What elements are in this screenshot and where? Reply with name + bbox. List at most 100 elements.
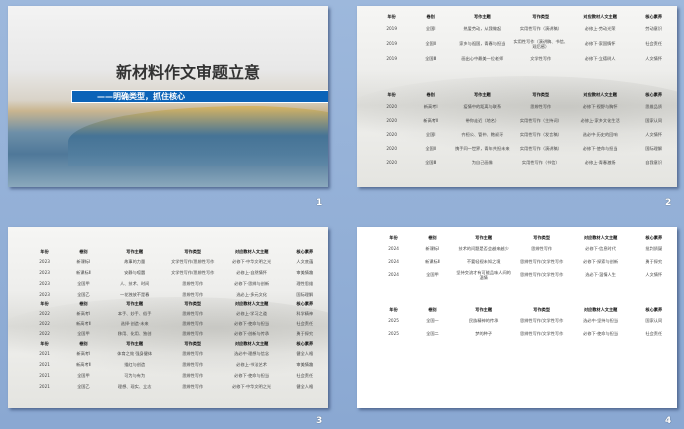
table-cell: 国际理解 [645,145,663,151]
table-header: 写作类型 [533,307,551,312]
table-cell: 2024 [388,246,399,251]
table-cell: 理想、现实、立志 [117,384,152,389]
table-cell: 2024 [388,272,399,277]
table-header: 对应教材人文主题 [583,235,618,240]
table-cell: 必修下·创新与传承 [234,330,270,336]
table-cell: 健全人格 [296,351,314,356]
table-cell: 新课标Ⅱ [76,270,91,275]
slide-table: 年份 卷别 写作主题 写作类型 对应教材人文主题 核心素养 2021 新高考Ⅰ 体育之效 强身健… [28,339,328,392]
table-header: 卷别 [426,14,435,19]
table-cell: 移用、化用、独创 [117,330,152,336]
table-header: 核心素养 [296,301,314,306]
table-cell: 必修上·自然情怀 [236,270,267,275]
table-row: 2020 全国Ⅱ 携手同一世界，青年共担未来 实用性写作（演讲稿） 必修下·使命与担当 国… [375,141,677,155]
table-header: 写作类型 [533,235,551,240]
slide-thumbnail-3[interactable]: 年份 卷别 写作主题 写作类型 对应教材人文主题 核心素养 2023 新课标Ⅰ 故事的力量 文学性… [8,227,328,408]
table-cell: 思辨性写作 [182,310,204,316]
table-cell: 科学精神 [296,310,314,316]
table-cell: 热爱劳动，从我做起 [463,26,502,31]
table-cell: 必修上·劳动光荣 [584,26,616,31]
table-row: 2022 新高考Ⅰ 本手、妙手、俗手 思辨性写作 必修上·学习之道 科学精神 [28,308,328,318]
table-header: 对应教材人文主题 [583,92,617,97]
table-cell: 携手同一世界，青年共担未来 [455,145,510,151]
table-cell: 新高考Ⅰ [76,351,91,356]
table-header: 卷别 [426,92,435,97]
table-header: 写作类型 [532,92,550,97]
table-cell: 健全人格 [296,384,314,389]
table-row: 2024 全国甲 坚持交流才有可能品味人间的温情 思辨性写作/文学性写作 选必下·温情人… [377,268,677,281]
slide-thumbnail-1[interactable]: 新材料作文审题立意 ——明确类型，抓住核心 [8,6,328,187]
table-cell: 思辨性写作 [530,103,552,109]
table-cell: 人文情怀 [645,56,663,61]
table-cell: 实用性写作（发言稿） [519,131,562,137]
slide-number-1: 1 [316,198,323,208]
table-cell: 2022 [39,310,50,316]
table-cell: 2021 [39,362,50,367]
table-cell: 必修下·使命与担当 [583,331,619,336]
table-cell: 必修下·中华文明之光 [232,384,272,389]
table-cell: 审美情趣 [296,362,314,367]
table-cell: 人文情怀 [645,131,663,137]
table-header: 写作类型 [184,341,202,346]
table-row: 2021 全国甲 可为与有为 思辨性写作 必修下·使命与担当 社会责任 [28,370,328,381]
table-cell: 2022 [39,320,50,326]
table-cell: 社会责任 [645,41,663,46]
slide-thumbnail-2[interactable]: 年份 卷别 写作主题 写作类型 对应教材人文主题 核心素养 2019 全国Ⅰ 热爱劳动，从我做起… [357,6,677,187]
table-cell: 实用性写作（书信） [521,159,560,165]
table-cell: 2020 [386,103,397,109]
table-header: 核心素养 [645,92,663,97]
table-cell: 实用性写作（主持词） [519,117,562,123]
table-cell: 带你走近（地名） [465,117,500,123]
table-cell: 全国乙 [77,384,90,389]
table-cell: 2019 [386,41,397,46]
table-header: 年份 [387,14,396,19]
table-cell: 选择·创造·未来 [120,320,149,326]
table-cell: 2021 [39,384,50,389]
slide-thumbnail-4[interactable]: 年份 卷别 写作主题 写作类型 对应教材人文主题 核心素养 2024 新课标Ⅰ 技术的问题是否会… [357,227,677,408]
table-cell: 全国Ⅱ [425,41,436,46]
table-header: 卷别 [79,249,88,254]
table-cell: 技术的问题是否会越来越少 [458,246,509,251]
table-cell: 新高考Ⅱ [76,320,91,326]
table-header: 核心素养 [645,14,663,19]
table-cell: 选必中·历史的回响 [582,131,618,137]
table-cell: 本手、妙手、俗手 [117,310,152,316]
table-cell: 新高考Ⅰ [76,310,91,316]
table-header: 写作主题 [473,92,491,97]
table-cell: 必修下·使命与担当 [234,373,270,378]
table-cell: 勇于探究 [296,330,314,336]
table-cell: 一花独放不是春 [120,292,150,297]
slide-title: 新材料作文审题立意 [115,63,260,82]
table-cell: 思辨性写作 [182,373,204,378]
table-cell: 2023 [39,270,50,275]
table-cell: 全国乙 [77,292,90,297]
table-header: 对应教材人文主题 [583,307,618,312]
table-row: 2022 新高考Ⅱ 选择·创造·未来 思辨性写作 必修下·使命与担当 社会责任 [28,318,328,328]
table-cell: 2024 [388,259,399,264]
table-cell: 必修下·视野与胸怀 [582,103,618,109]
table-cell: 2023 [39,292,50,297]
table-cell: 全国一 [426,318,439,323]
table-cell: 安静与喧嚣 [124,270,146,275]
table-cell: 必修上·学习之道 [236,310,267,316]
table-row: 2023 新课标Ⅱ 安静与喧嚣 文学性写作/思辨性写作 必修上·自然情怀 审美情趣 [28,267,328,278]
table-cell: 必修下·中华文明之光 [232,259,272,264]
table-header: 写作主题 [126,301,144,306]
table-cell: 实用性写作（演讲稿） [519,145,562,151]
table-cell: 思辨性写作/文学性写作 [520,272,564,277]
table-cell: 必修下·使命与担当 [234,320,270,326]
slide-subtitle: ——明确类型，抓住核心 [71,90,328,103]
table-row: 2023 新课标Ⅰ 故事的力量 文学性写作/思辨性写作 必修下·中华文明之光 人文底蕴 [28,256,328,267]
table-cell: 梦的种子 [475,331,493,336]
table-cell: 自我意识 [645,159,663,165]
table-cell: 疫情中的距离与联系 [463,103,502,109]
table-header: 卷别 [428,307,437,312]
table-cell: 社会责任 [296,373,314,378]
slide-number-3: 3 [316,416,323,426]
table-cell: 文学性写作/思辨性写作 [171,270,215,275]
table-cell: 描红与创造 [124,362,146,367]
table-row: 2019 全国Ⅲ 画出心中最美一位老师 文学性写作 必修下·立德树人 人文情怀 [375,51,677,66]
table-header: 写作类型 [532,14,550,19]
table-cell: 全国Ⅲ [425,159,437,165]
table-row: 2023 全国甲 人、技术、时间 思辨性写作 必修下·思辨与创新 理性思维 [28,278,328,289]
